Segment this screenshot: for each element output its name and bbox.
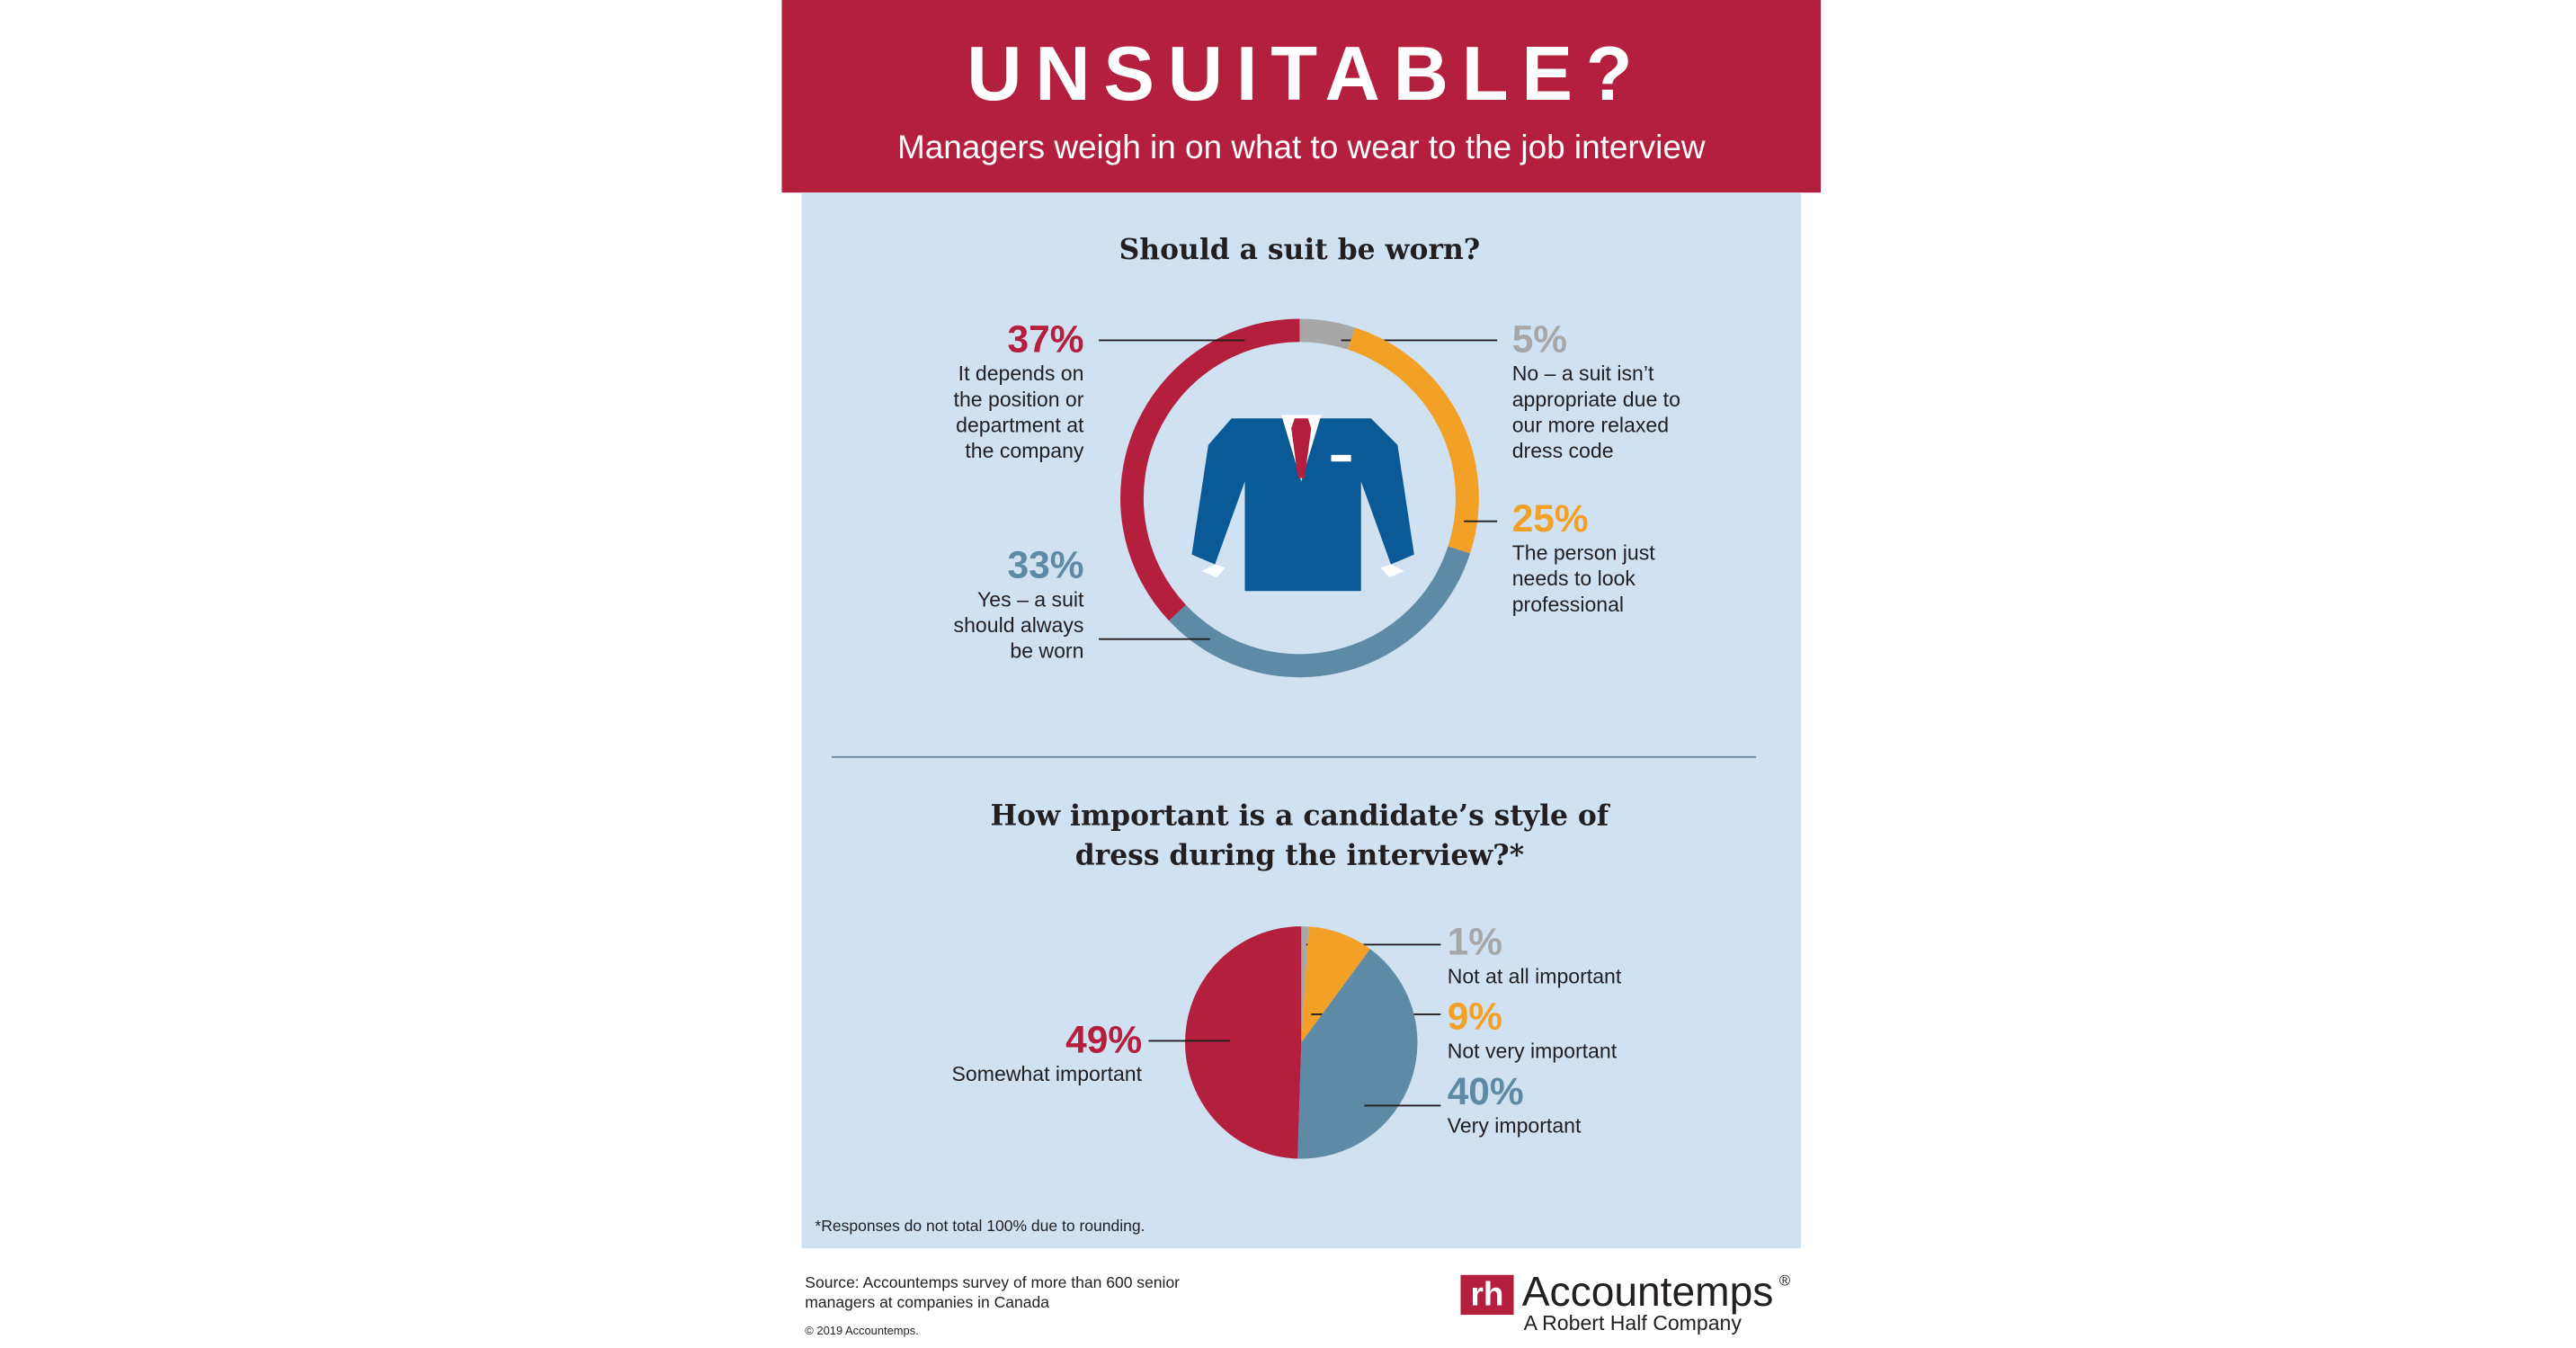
- value-label: 5%: [1512, 318, 1567, 361]
- value-label: 25%: [1512, 497, 1589, 540]
- subtitle: Managers weigh in on what to wear to the…: [897, 129, 1706, 165]
- header-banner: [781, 0, 1822, 193]
- donut-segment: [1299, 318, 1356, 350]
- logo-mark-box: [1460, 1274, 1514, 1316]
- donut-segment: [1169, 546, 1471, 678]
- logo-registered: ®: [1779, 1272, 1790, 1290]
- pie-slice: [1301, 926, 1309, 1043]
- value-label: 49%: [1065, 1019, 1142, 1061]
- title: UNSUITABLE?: [967, 31, 1645, 116]
- chart-title: Should a suit be worn?: [1119, 233, 1481, 265]
- chart-title: How important is a candidate’s style of d…: [991, 799, 1611, 871]
- suit-icon: [1191, 415, 1414, 592]
- logo-name: Accountemps: [1522, 1268, 1774, 1315]
- value-label: 40%: [1448, 1070, 1524, 1112]
- value-label: 37%: [1008, 318, 1084, 361]
- value-label: 1%: [1448, 921, 1502, 963]
- category-label: It depends on the position or department a…: [954, 362, 1084, 462]
- value-label: 33%: [1008, 544, 1084, 586]
- source: Source: Accountemps survey of more than …: [805, 1273, 1180, 1311]
- category-label: Not very important: [1448, 1039, 1618, 1062]
- category-label: The person just needs to look professional: [1512, 541, 1656, 616]
- category-label: No – a suit isn’t appropriate due to our m…: [1512, 362, 1680, 462]
- logo-mark: rh: [1471, 1276, 1504, 1313]
- pie-slice: [1185, 926, 1302, 1159]
- category-label: Somewhat important: [952, 1062, 1143, 1085]
- category-label: Yes – a suit should always be worn: [954, 587, 1084, 662]
- category-label: Not at all important: [1448, 964, 1622, 987]
- value-label: 9%: [1448, 995, 1502, 1038]
- category-label: Very important: [1448, 1114, 1582, 1138]
- donut-segment: [1347, 327, 1479, 554]
- footnote: *Responses do not total 100% due to roun…: [815, 1217, 1145, 1235]
- logo-tagline: A Robert Half Company: [1524, 1311, 1743, 1335]
- copyright: © 2019 Accountemps.: [805, 1324, 918, 1337]
